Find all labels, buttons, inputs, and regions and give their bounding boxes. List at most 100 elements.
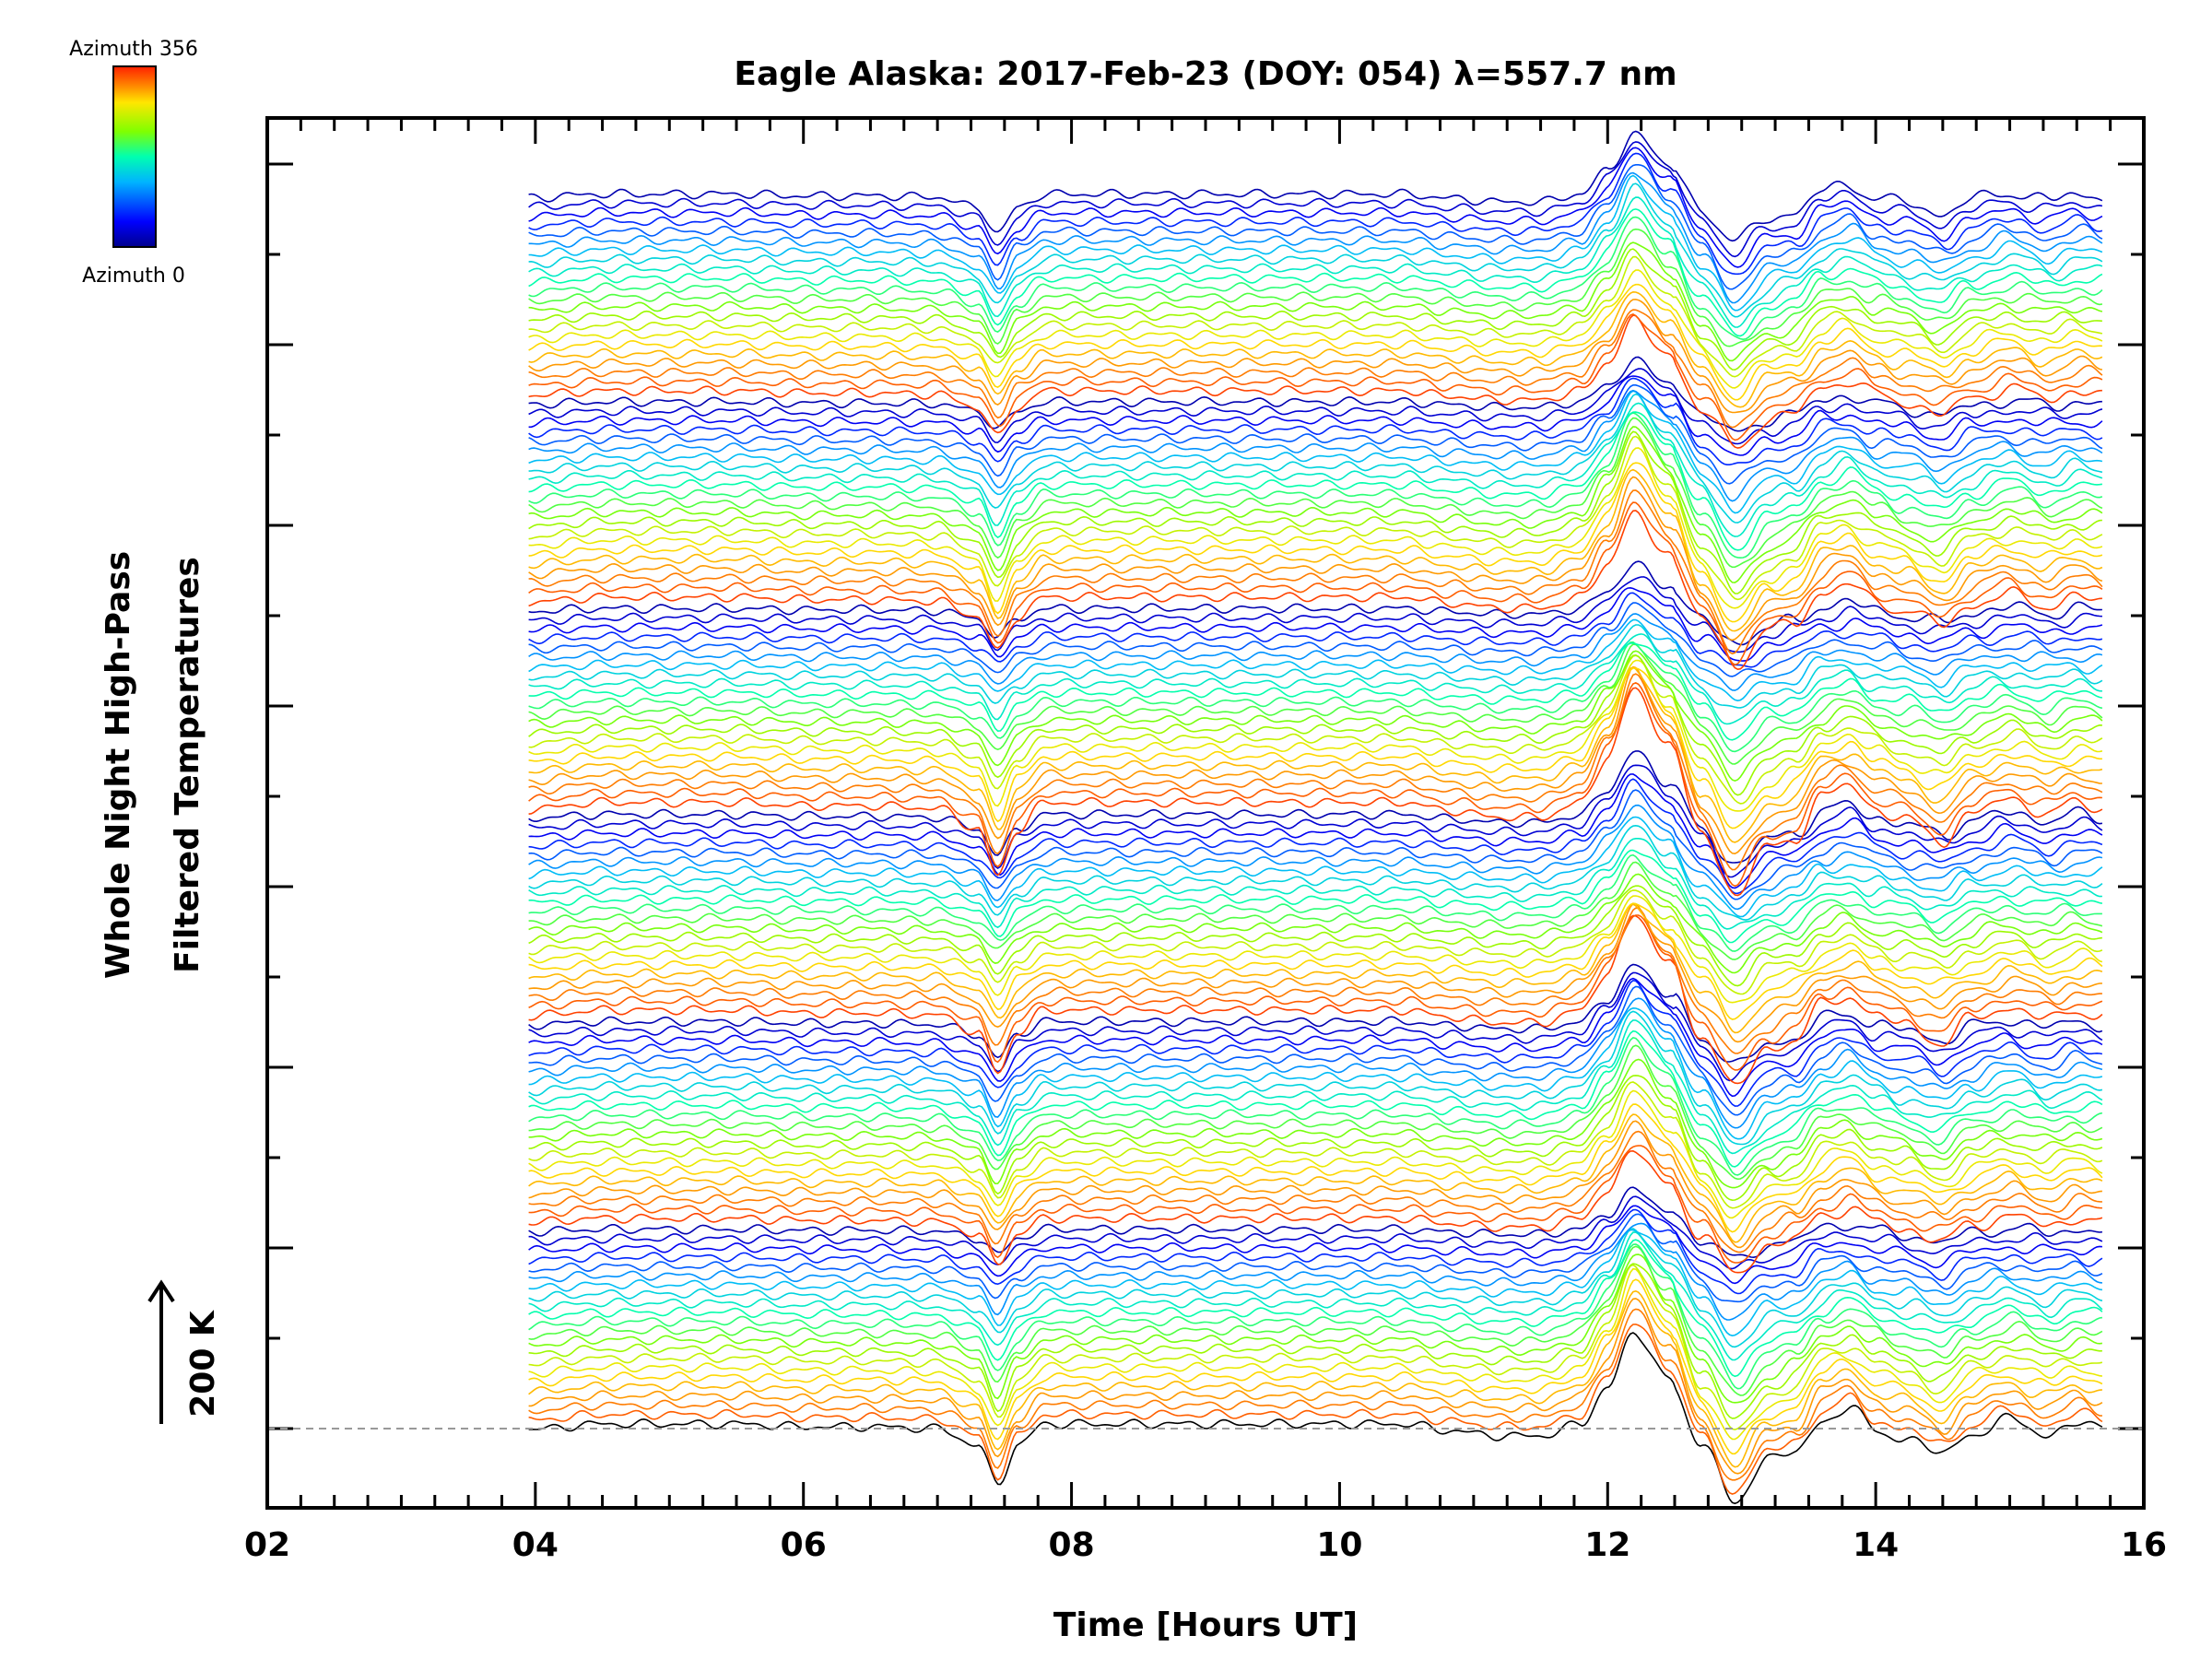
series-line — [528, 1289, 2102, 1468]
series-line — [528, 377, 2103, 466]
series-line — [528, 750, 2103, 864]
series-line — [528, 1308, 2102, 1481]
x-tick-label: 08 — [1049, 1526, 1095, 1564]
series-line — [528, 171, 2103, 304]
series-line — [528, 1089, 2103, 1219]
series-line — [528, 174, 2103, 312]
series-line — [528, 1044, 2103, 1181]
series-line — [528, 489, 2103, 655]
series-line — [528, 642, 2103, 741]
series-line — [528, 368, 2103, 445]
y-axis-label-line2: Filtered Temperatures — [169, 557, 206, 973]
series-line — [528, 182, 2103, 318]
ticks-group: 02 04 06 08 10 12 14 16 — [244, 118, 2167, 1564]
series-line — [528, 624, 2103, 709]
series-line — [528, 873, 2103, 974]
series-line — [528, 1267, 2103, 1441]
series-line — [528, 889, 2103, 995]
series-line — [528, 985, 2103, 1116]
series-line — [528, 1130, 2102, 1253]
series-line — [528, 687, 2103, 897]
series-line — [528, 462, 2103, 623]
series-line — [528, 1186, 2102, 1259]
series-line — [528, 914, 2103, 1085]
series-line — [528, 914, 2103, 1071]
series-line — [528, 411, 2103, 551]
scale-bar-label: 200 K — [184, 1310, 222, 1418]
series-line — [528, 241, 2103, 362]
series-line — [528, 1103, 2103, 1233]
x-tick-label: 04 — [512, 1526, 559, 1564]
series-line — [528, 1081, 2103, 1209]
series-line — [528, 907, 2102, 1054]
series-line — [528, 885, 2102, 987]
series-line — [528, 314, 2102, 449]
series-line — [528, 816, 2103, 918]
series-line — [528, 383, 2103, 485]
series-line — [528, 147, 2103, 268]
series-line — [528, 997, 2103, 1129]
series-line — [528, 963, 2103, 1063]
series-line — [528, 1332, 2103, 1505]
series-line — [528, 1243, 2103, 1390]
series-line — [528, 1058, 2103, 1189]
series-line — [528, 216, 2103, 341]
series-line — [528, 164, 2103, 290]
series-line — [528, 586, 2103, 662]
series-line — [528, 1239, 2103, 1378]
colorbar — [112, 65, 157, 248]
series-line — [528, 1213, 2103, 1303]
series-line — [528, 667, 2102, 830]
series-line — [528, 778, 2103, 895]
series-line — [528, 269, 2103, 389]
series-line — [528, 313, 2103, 441]
series-line — [528, 208, 2103, 337]
series-line — [528, 971, 2103, 1082]
series-line — [528, 1228, 2103, 1348]
series-line — [528, 1113, 2103, 1243]
series-line — [528, 1145, 2102, 1264]
colorbar-bottom-label: Azimuth 0 — [82, 265, 185, 288]
series-line — [528, 430, 2102, 594]
series-line — [528, 1298, 2103, 1475]
series-line — [528, 665, 2102, 855]
series-line — [528, 977, 2103, 1098]
series-line — [528, 390, 2103, 514]
series-line — [528, 1231, 2103, 1361]
series-line — [528, 602, 2103, 677]
series-line — [528, 979, 2103, 1107]
series-line — [528, 659, 2103, 812]
chart-title: Eagle Alaska: 2017-Feb-23 (DOY: 054) λ=5… — [734, 55, 1677, 93]
x-tick-label: 06 — [781, 1526, 827, 1564]
series-line — [528, 196, 2103, 328]
series-line — [528, 1019, 2103, 1155]
series-line — [528, 1278, 2103, 1455]
series-line — [528, 447, 2103, 609]
series-line — [528, 641, 2103, 753]
series-line — [528, 1229, 2103, 1337]
series-line — [528, 643, 2103, 765]
series-line — [528, 666, 2103, 843]
series-line — [528, 356, 2102, 432]
series-line — [528, 650, 2103, 782]
series-line — [528, 1208, 2103, 1295]
x-axis-label: Time [Hours UT] — [1053, 1606, 1358, 1644]
series-line — [528, 673, 2103, 871]
series-line — [528, 1263, 2102, 1419]
series-line — [528, 412, 2103, 559]
series-line — [528, 1037, 2103, 1176]
scale-bar-arrowhead — [147, 1279, 175, 1303]
series-line — [528, 141, 2103, 258]
series-line — [528, 592, 2103, 668]
series-line — [528, 837, 2102, 930]
series-line — [528, 248, 2102, 371]
series-group — [528, 130, 2103, 1505]
series-line — [528, 895, 2103, 1004]
series-line — [528, 861, 2103, 960]
series-line — [528, 849, 2103, 944]
series-line — [528, 299, 2103, 414]
series-line — [528, 682, 2102, 888]
series-line — [528, 426, 2103, 583]
series-line — [528, 290, 2103, 408]
